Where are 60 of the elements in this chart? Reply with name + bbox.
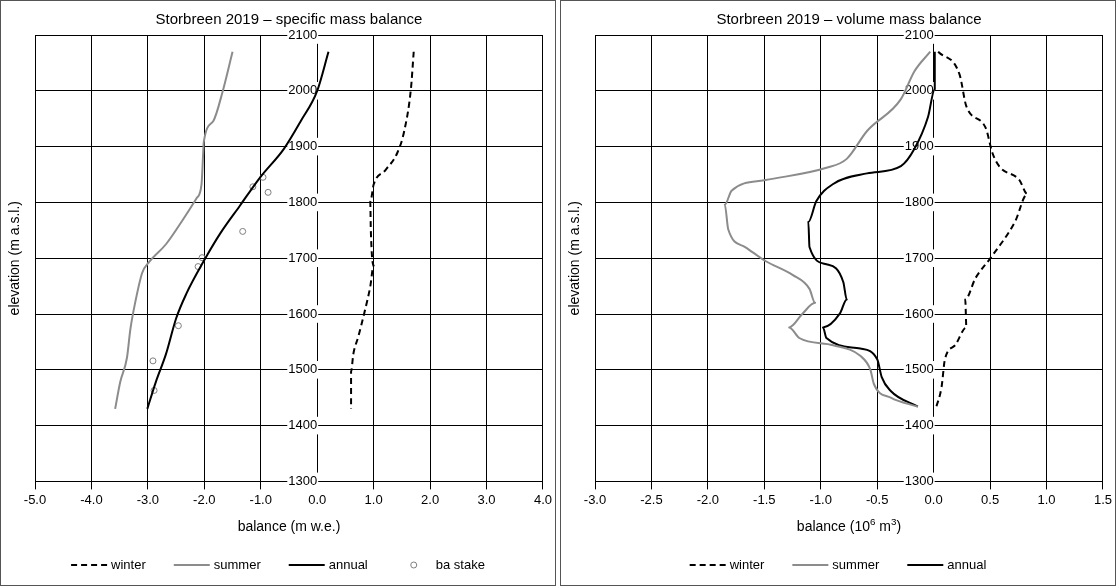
point [149,357,157,365]
x-tick-label: -1.5 [753,491,776,507]
legend-label: summer [213,556,262,572]
line-series [114,50,234,410]
y-axis-title: elevation (m a.s.l.) [5,201,22,316]
point [239,227,247,235]
y-tick-label: 1400 [904,417,934,433]
x-tick-label: 0.0 [308,491,327,507]
x-tick-label: 0.5 [981,491,1000,507]
x-tick-label: -1.0 [249,491,272,507]
y-tick-label: 1800 [904,193,934,209]
legend-label: ba stake [435,556,485,572]
y-tick-label: 1900 [288,138,318,154]
x-axis-title: balance (m w.e.) [237,517,341,534]
y-tick-label: 1500 [904,361,934,377]
x-tick-label: -0.5 [866,491,889,507]
y-axis-title: elevation (m a.s.l.) [565,201,582,316]
x-tick-label: 2.0 [421,491,440,507]
point [198,254,206,262]
legend-label: winter [110,556,147,572]
point [259,173,267,181]
y-tick-label: 1300 [288,472,318,488]
x-tick-label: -4.0 [80,491,103,507]
x-tick-label: -1.0 [809,491,832,507]
chart-title: Storbreen 2019 – specific mass balance [155,10,423,28]
y-tick-label: 2000 [288,82,318,98]
legend-label: annual [328,556,368,572]
y-tick-label: 1600 [288,305,318,321]
x-tick-label: 0.0 [924,491,943,507]
y-tick-label: 1800 [288,193,318,209]
point [249,183,257,191]
x-tick-label: -2.0 [696,491,720,507]
y-tick-label: 1500 [288,361,318,377]
x-tick-label: -3.0 [136,491,160,507]
y-tick-label: 1700 [288,249,318,265]
x-tick-label: -2.0 [193,491,216,507]
y-tick-label: 1400 [288,417,318,433]
y-tick-label: 2100 [288,26,318,42]
chart-title: Storbreen 2019 – volume mass balance [716,10,982,28]
x-tick-label: -2.5 [640,491,663,507]
legend-label: winter [728,556,766,572]
y-tick-label: 1600 [904,305,934,321]
y-tick-label: 1300 [904,472,934,488]
y-tick-label: 2100 [904,26,934,42]
y-tick-label: 2000 [904,82,934,98]
x-tick-label: 3.0 [477,491,496,507]
point [264,188,272,196]
point [194,263,202,271]
x-tick-label: 1.0 [1037,491,1056,507]
x-tick-label: 4.0 [533,491,552,507]
line-series [723,50,932,408]
x-tick-label: 1.0 [364,491,383,507]
legend-label: annual [947,556,987,572]
x-tick-label: 1.5 [1093,491,1112,507]
x-tick-label: -3.0 [583,491,607,507]
y-tick-label: 1700 [904,249,934,265]
point [150,386,158,394]
legend-label: summer [832,556,880,572]
point [174,322,182,330]
x-tick-label: -5.0 [23,491,47,507]
